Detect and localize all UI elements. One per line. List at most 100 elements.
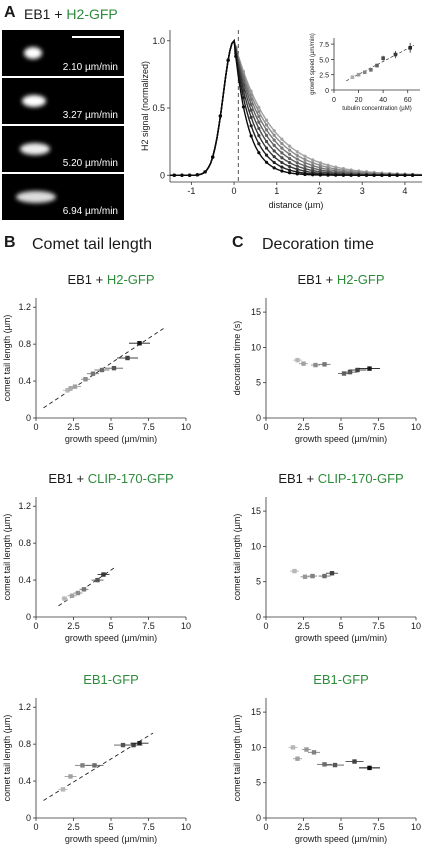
profile-y-tick-label: 0.5 [152, 103, 165, 113]
c3-data-point [311, 750, 317, 755]
comet-blob [16, 191, 56, 203]
c3-data-point [332, 762, 338, 768]
b3-data-point [60, 787, 66, 792]
b3-title-green: EB1-GFP [83, 672, 139, 687]
c1-data-point [355, 367, 360, 373]
c3-title: EB1-GFP [313, 672, 369, 687]
b3-data-point [68, 774, 73, 779]
profile-y-tick-label: 0 [160, 170, 165, 180]
profile-data-point [318, 166, 322, 170]
c3-data-point [290, 745, 296, 750]
kymograph-speed-label: 2.10 µm/min [62, 62, 118, 73]
profile-data-point [257, 114, 261, 119]
c3-x-tick-label: 10 [411, 822, 421, 832]
b2-x-tick-label: 2.5 [67, 621, 80, 631]
c1-y-axis-label: decoration time (s) [232, 321, 242, 396]
b2-x-axis-label: growth speed (µm/min) [65, 633, 157, 643]
profile-data-point [249, 115, 253, 119]
kymograph-4: 6.94 µm/min [2, 174, 124, 220]
c2-data-point [302, 574, 308, 579]
b2-data-point [75, 590, 81, 596]
panel-c-title: Decoration time [262, 236, 375, 253]
profile-data-point [326, 163, 330, 167]
profile-data-point [287, 156, 292, 161]
c3-x-tick-label: 0 [263, 822, 268, 832]
profile-data-point [280, 169, 284, 173]
profile-data-point [295, 150, 299, 154]
c1-data-point [313, 362, 318, 368]
b1-data-point [68, 386, 73, 391]
profile-data-point [287, 161, 292, 165]
profile-data-point [195, 173, 199, 177]
profile-data-point [226, 58, 230, 62]
inset-data-point [356, 72, 361, 77]
profile-data-point [257, 134, 261, 138]
profile-data-point [380, 173, 384, 177]
profile-data-point [211, 155, 215, 159]
b1-y-tick-label: 0.4 [18, 376, 31, 386]
profile-data-point [295, 172, 299, 176]
b2-y-tick-label: 0 [26, 612, 31, 622]
c2-title-prefix: EB1 + [278, 471, 317, 486]
c2-data-point [322, 573, 327, 579]
profile-data-point [364, 173, 369, 177]
b3-y-tick-label: 1.2 [18, 702, 31, 712]
profile-data-point [272, 155, 276, 159]
profile-data-point [203, 170, 207, 174]
profile-data-point [334, 173, 338, 177]
c3-y-tick-label: 10 [251, 742, 261, 752]
b2-title-prefix: EB1 + [48, 471, 87, 486]
b3-data-point [92, 763, 97, 768]
b2-data-point [69, 593, 75, 598]
profile-data-point [311, 173, 315, 177]
b2-x-tick-label: 10 [181, 621, 191, 631]
profile-x-tick-label: 1 [274, 186, 279, 196]
profile-data-point [311, 161, 315, 165]
c2-x-tick-label: 0 [263, 621, 268, 631]
c3-title-green: EB1-GFP [313, 672, 369, 687]
profile-data-point [272, 160, 276, 165]
inset-y-tick-label: 0 [325, 88, 329, 95]
profile-data-point [264, 139, 269, 144]
b1-data-point [65, 388, 70, 393]
profile-data-point [295, 157, 299, 161]
profile-x-tick-label: 3 [360, 186, 365, 196]
c3-data-point [295, 756, 300, 761]
b2-x-tick-label: 0 [33, 621, 38, 631]
c2-x-tick-label: 10 [411, 621, 421, 631]
profile-data-point [287, 148, 292, 152]
profile-data-point [280, 137, 284, 141]
kymograph-2: 3.27 µm/min [2, 78, 124, 124]
profile-x-tick-label: 0 [232, 186, 237, 196]
inset-data-point [369, 68, 373, 72]
b2-x-tick-label: 5 [108, 621, 113, 631]
c2-y-axis-label: comet tail length (µm) [232, 514, 242, 601]
b2-y-tick-label: 0.4 [18, 575, 31, 585]
profile-data-point [341, 173, 346, 177]
b3-x-tick-label: 0 [33, 822, 38, 832]
inset-data-point [393, 52, 398, 57]
c1-x-axis-label: growth speed (µm/min) [295, 434, 387, 444]
profile-data-point [272, 133, 276, 137]
b2-y-tick-label: 1.2 [18, 501, 31, 511]
profile-data-point [295, 167, 299, 171]
kymograph-speed-label: 5.20 µm/min [62, 158, 118, 169]
b3-data-point [80, 763, 85, 768]
profile-x-tick-label: 2 [317, 186, 322, 196]
b1-x-tick-label: 7.5 [142, 422, 155, 432]
b3-title: EB1-GFP [83, 672, 139, 687]
kymograph-1: 2.10 µm/min [2, 30, 124, 76]
profile-data-point [303, 167, 307, 171]
b3-data-point [137, 741, 142, 746]
profile-data-point [257, 126, 261, 131]
profile-data-point [387, 173, 392, 177]
profile-y-tick-label: 1.0 [152, 36, 165, 46]
c1-y-tick-label: 15 [251, 307, 261, 317]
profile-data-point [287, 168, 292, 172]
c1-y-tick-label: 0 [256, 413, 261, 423]
profile-data-point [287, 144, 292, 148]
profile-data-point [264, 153, 269, 157]
c1-y-tick-label: 5 [256, 378, 261, 388]
inset-x-axis-label: tubulin concentration (µM) [342, 106, 412, 112]
